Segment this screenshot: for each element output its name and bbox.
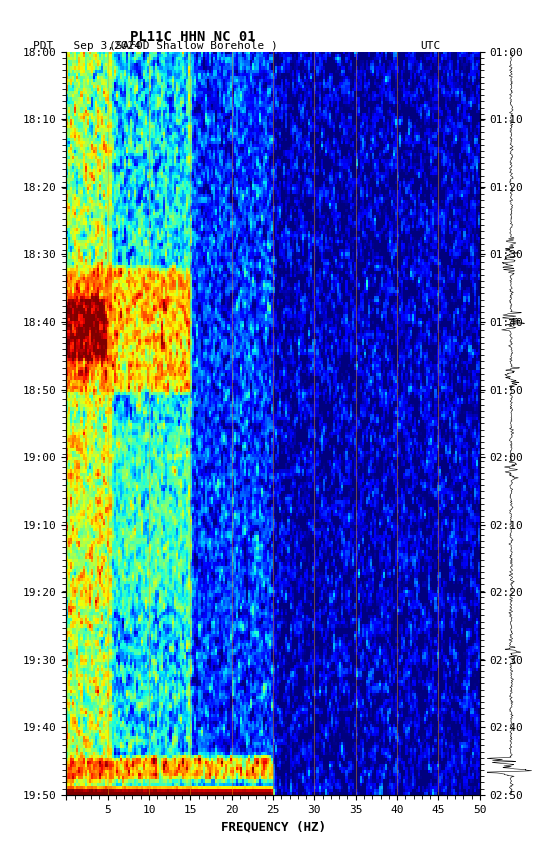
Text: (SAFOD Shallow Borehole ): (SAFOD Shallow Borehole ) xyxy=(109,41,278,51)
Text: PDT   Sep 3,2024: PDT Sep 3,2024 xyxy=(33,41,141,51)
X-axis label: FREQUENCY (HZ): FREQUENCY (HZ) xyxy=(221,820,326,833)
Text: PL11C HHN NC 01: PL11C HHN NC 01 xyxy=(130,30,256,44)
Text: UTC: UTC xyxy=(421,41,440,51)
